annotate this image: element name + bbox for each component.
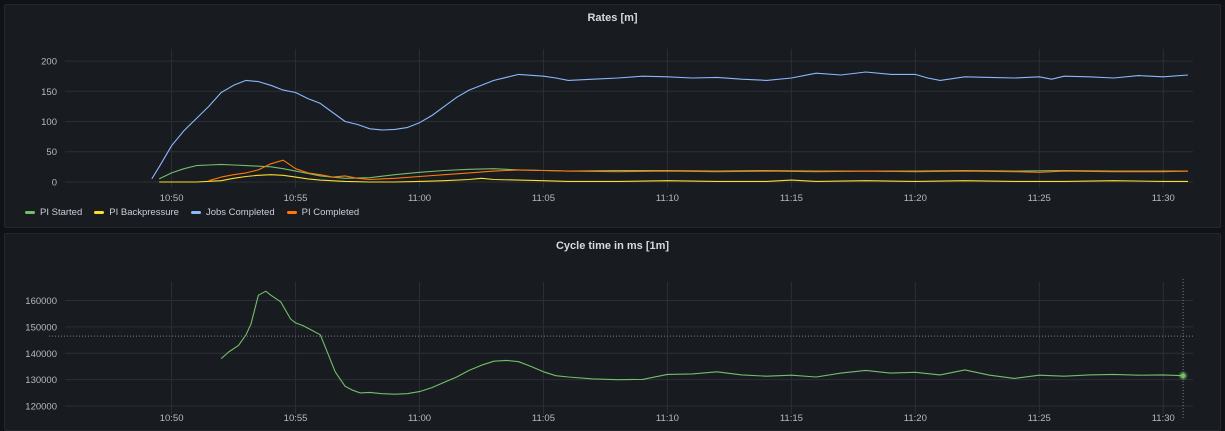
cycle-time-in-ms-1m-x-tick-label: 10:50 bbox=[160, 413, 184, 424]
cycle-time-chart[interactable]: 120000 130000 140000 150000 160000 10:50 10:55… bbox=[5, 234, 1220, 430]
legend-item-jobs-completed[interactable]: Jobs Completed bbox=[190, 207, 275, 218]
rates-m-y-tick-label: 50 bbox=[46, 147, 57, 158]
rates-m-y-tick-label: 0 bbox=[52, 177, 57, 188]
series-line-pi-started[interactable] bbox=[158, 163, 1188, 180]
rates-m-x-tick-label: 11:15 bbox=[780, 193, 803, 204]
rates-m-x-tick-label: 11:05 bbox=[532, 193, 555, 204]
legend-swatch bbox=[190, 211, 201, 214]
legend-item-pi-completed[interactable]: PI Completed bbox=[286, 207, 360, 218]
cycle-time-in-ms-1m-x-tick-label: 11:20 bbox=[904, 413, 927, 424]
cycle-time-in-ms-1m-x-tick-label: 11:30 bbox=[1152, 413, 1175, 424]
rates-m-x-tick-label: 11:30 bbox=[1152, 193, 1175, 204]
rates-m-y-tick-label: 200 bbox=[41, 57, 57, 68]
cycle-time-in-ms-1m-x-tick-label: 11:25 bbox=[1028, 413, 1051, 424]
series-line-pi-backpressure[interactable] bbox=[159, 174, 1188, 183]
rates-m-x-tick-label: 10:55 bbox=[284, 193, 308, 204]
legend-label: PI Backpressure bbox=[109, 207, 179, 218]
series-line-cycle-time[interactable] bbox=[220, 290, 1184, 395]
legend-label: PI Started bbox=[40, 207, 83, 218]
cycle-time-in-ms-1m-y-tick-label: 160000 bbox=[25, 296, 57, 307]
cycle-time-in-ms-1m-y-tick-label: 120000 bbox=[25, 402, 57, 413]
cycle-time-in-ms-1m-y-tick-label: 150000 bbox=[25, 322, 57, 333]
cycle-time-in-ms-1m-x-tick-label: 11:10 bbox=[656, 413, 679, 424]
rates-m-x-tick-label: 10:50 bbox=[160, 193, 184, 204]
legend-label: PI Completed bbox=[301, 207, 360, 218]
rates-panel: Rates [m] 0 50 100 150 200 10:50 10:55 11:00 11:… bbox=[4, 4, 1221, 228]
hover-point[interactable] bbox=[1180, 373, 1186, 379]
rates-panel-title[interactable]: Rates [m] bbox=[587, 12, 638, 24]
rates-m-y-tick-label: 150 bbox=[41, 87, 57, 98]
legend-swatch bbox=[286, 211, 297, 214]
legend-swatch bbox=[25, 211, 35, 214]
legend-item-pi-started[interactable]: PI Started bbox=[25, 207, 82, 218]
rates-chart[interactable]: 0 50 100 150 200 10:50 10:55 11:00 11:05 11:10 11:… bbox=[5, 5, 1220, 227]
legend-label: Jobs Completed bbox=[205, 207, 275, 218]
series-line-pi-completed[interactable] bbox=[208, 159, 1189, 182]
cycle-time-in-ms-1m-x-tick-label: 11:05 bbox=[532, 413, 555, 424]
cycle-time-in-ms-1m-x-tick-label: 11:15 bbox=[780, 413, 803, 424]
cycle-time-in-ms-1m-x-tick-label: 10:55 bbox=[284, 413, 308, 424]
legend-item-pi-backpressure[interactable]: PI Backpressure bbox=[94, 207, 179, 218]
rates-m-x-tick-label: 11:25 bbox=[1028, 193, 1051, 204]
cycle-time-panel: Cycle time in ms [1m] 120000 130000 140000… bbox=[4, 233, 1221, 431]
rates-m-x-tick-label: 11:10 bbox=[656, 193, 679, 204]
rates-m-y-tick-label: 100 bbox=[41, 117, 57, 128]
cycle-time-in-ms-1m-y-tick-label: 130000 bbox=[25, 375, 57, 386]
cycle-time-panel-title[interactable]: Cycle time in ms [1m] bbox=[555, 240, 670, 252]
cycle-time-in-ms-1m-y-tick-label: 140000 bbox=[25, 349, 57, 360]
legend-swatch bbox=[94, 211, 105, 214]
cycle-time-in-ms-1m-x-tick-label: 11:00 bbox=[408, 413, 431, 424]
rates-m-x-tick-label: 11:00 bbox=[408, 193, 431, 204]
rates-m-x-tick-label: 11:20 bbox=[904, 193, 927, 204]
rates-legend: PI Started PI Backpressure Jobs Completed P… bbox=[25, 207, 359, 218]
series-line-jobs-completed[interactable] bbox=[151, 71, 1189, 180]
